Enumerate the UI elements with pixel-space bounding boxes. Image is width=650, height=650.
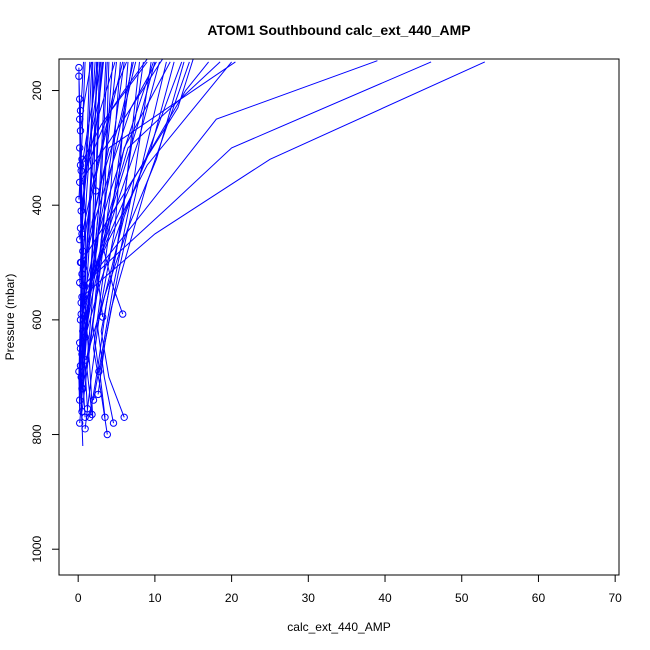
profile-line bbox=[80, 61, 92, 131]
data-point bbox=[120, 413, 128, 421]
profile-line bbox=[96, 61, 183, 424]
data-point bbox=[81, 425, 89, 433]
profile-line bbox=[92, 61, 125, 372]
data-point bbox=[101, 413, 109, 421]
profile-line bbox=[85, 61, 185, 361]
profile-line bbox=[79, 61, 91, 283]
data-point bbox=[103, 430, 112, 439]
data-point bbox=[80, 316, 89, 324]
x-tick-label: 20 bbox=[225, 591, 239, 605]
profile-line bbox=[79, 61, 84, 120]
data-point bbox=[88, 410, 96, 419]
profile-line bbox=[97, 61, 167, 395]
data-point bbox=[82, 356, 90, 364]
data-point bbox=[76, 115, 84, 123]
x-tick-label: 0 bbox=[75, 591, 82, 605]
y-tick-label: 200 bbox=[30, 80, 44, 100]
y-axis-label: Pressure (mbar) bbox=[3, 274, 17, 361]
x-tick-label: 60 bbox=[532, 591, 546, 605]
data-point bbox=[78, 230, 86, 238]
data-point bbox=[95, 367, 103, 376]
data-point bbox=[76, 419, 84, 427]
data-point bbox=[81, 333, 89, 341]
profile-line bbox=[80, 61, 114, 366]
x-tick-label: 70 bbox=[608, 591, 622, 605]
x-tick-label: 40 bbox=[378, 591, 392, 605]
profile-lines bbox=[78, 59, 486, 447]
data-point bbox=[76, 344, 85, 353]
profile-line bbox=[82, 61, 432, 286]
data-point bbox=[76, 339, 84, 347]
data-point bbox=[76, 316, 85, 324]
data-point bbox=[92, 187, 100, 195]
data-point bbox=[77, 167, 85, 175]
y-axis: 200 400 600 800 1000 bbox=[30, 80, 59, 563]
data-point bbox=[76, 396, 84, 404]
profile-line bbox=[81, 61, 94, 418]
data-point bbox=[76, 95, 84, 103]
profile-line bbox=[79, 61, 98, 424]
profile-line bbox=[82, 61, 124, 252]
x-tick-label: 50 bbox=[455, 591, 469, 605]
data-point bbox=[89, 396, 98, 404]
data-point bbox=[119, 310, 127, 318]
data-point bbox=[77, 207, 85, 215]
data-point bbox=[83, 405, 92, 413]
plot-frame bbox=[58, 58, 620, 576]
data-point bbox=[76, 278, 84, 287]
data-points bbox=[75, 63, 128, 439]
profile-line bbox=[83, 60, 378, 286]
data-point bbox=[79, 247, 87, 255]
data-point bbox=[79, 264, 88, 272]
profile-line bbox=[83, 61, 160, 321]
y-tick-label: 1000 bbox=[30, 536, 44, 563]
data-point bbox=[75, 195, 83, 204]
profile-line bbox=[81, 61, 486, 298]
data-point bbox=[76, 127, 85, 135]
profile-line bbox=[84, 61, 175, 338]
profile-line bbox=[83, 61, 154, 298]
profile-line bbox=[83, 61, 157, 269]
data-point bbox=[76, 161, 85, 169]
data-point bbox=[75, 367, 83, 376]
data-point bbox=[94, 390, 102, 399]
profile-line bbox=[79, 61, 137, 343]
data-point bbox=[76, 106, 85, 115]
x-tick-label: 30 bbox=[302, 591, 316, 605]
data-point bbox=[76, 144, 84, 152]
profile-line bbox=[81, 61, 127, 235]
data-point bbox=[79, 293, 88, 301]
data-point bbox=[75, 63, 83, 72]
y-tick-label: 400 bbox=[30, 195, 44, 215]
chart-title: ATOM1 Southbound calc_ext_440_AMP bbox=[207, 22, 470, 38]
data-point bbox=[75, 72, 83, 80]
data-point bbox=[99, 313, 107, 321]
x-axis-label: calc_ext_440_AMP bbox=[287, 620, 390, 634]
profile-line bbox=[93, 61, 152, 401]
data-point bbox=[76, 258, 85, 267]
data-point bbox=[81, 413, 89, 421]
data-point bbox=[77, 310, 85, 318]
profile-line bbox=[81, 61, 134, 275]
profile-line bbox=[80, 61, 98, 171]
profile-line bbox=[100, 61, 144, 418]
y-tick-label: 600 bbox=[30, 310, 44, 330]
y-tick-label: 800 bbox=[30, 424, 44, 444]
data-point bbox=[78, 385, 86, 393]
x-axis: 0 10 20 30 40 50 60 70 bbox=[75, 575, 622, 605]
data-point bbox=[109, 419, 118, 427]
profile-line bbox=[79, 61, 101, 240]
x-tick-label: 10 bbox=[148, 591, 162, 605]
data-point bbox=[76, 178, 84, 187]
